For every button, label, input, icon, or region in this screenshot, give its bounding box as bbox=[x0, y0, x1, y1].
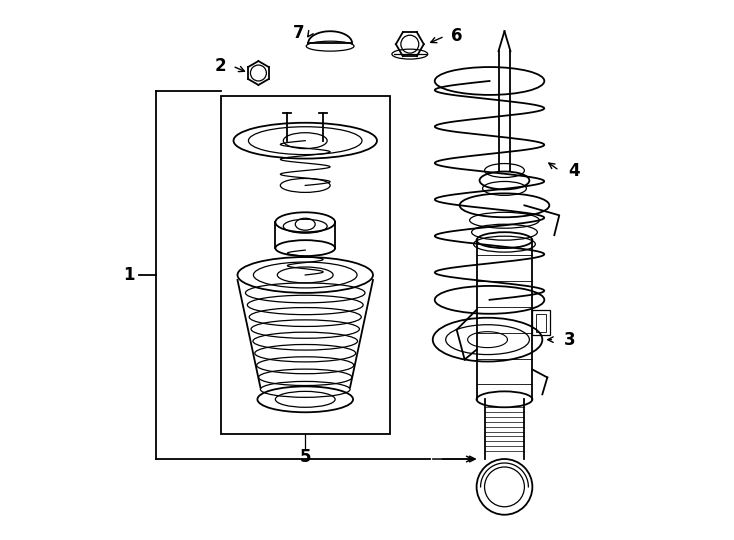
Text: 5: 5 bbox=[299, 448, 311, 466]
Text: 1: 1 bbox=[123, 266, 134, 284]
Bar bbox=[220, 96, 390, 434]
Text: 4: 4 bbox=[568, 161, 580, 179]
Text: 7: 7 bbox=[292, 24, 304, 42]
Bar bbox=[532, 310, 550, 335]
Text: 3: 3 bbox=[564, 330, 575, 349]
Ellipse shape bbox=[476, 459, 532, 515]
Text: 2: 2 bbox=[215, 57, 226, 75]
Text: 6: 6 bbox=[451, 27, 462, 45]
Bar bbox=[537, 314, 546, 332]
